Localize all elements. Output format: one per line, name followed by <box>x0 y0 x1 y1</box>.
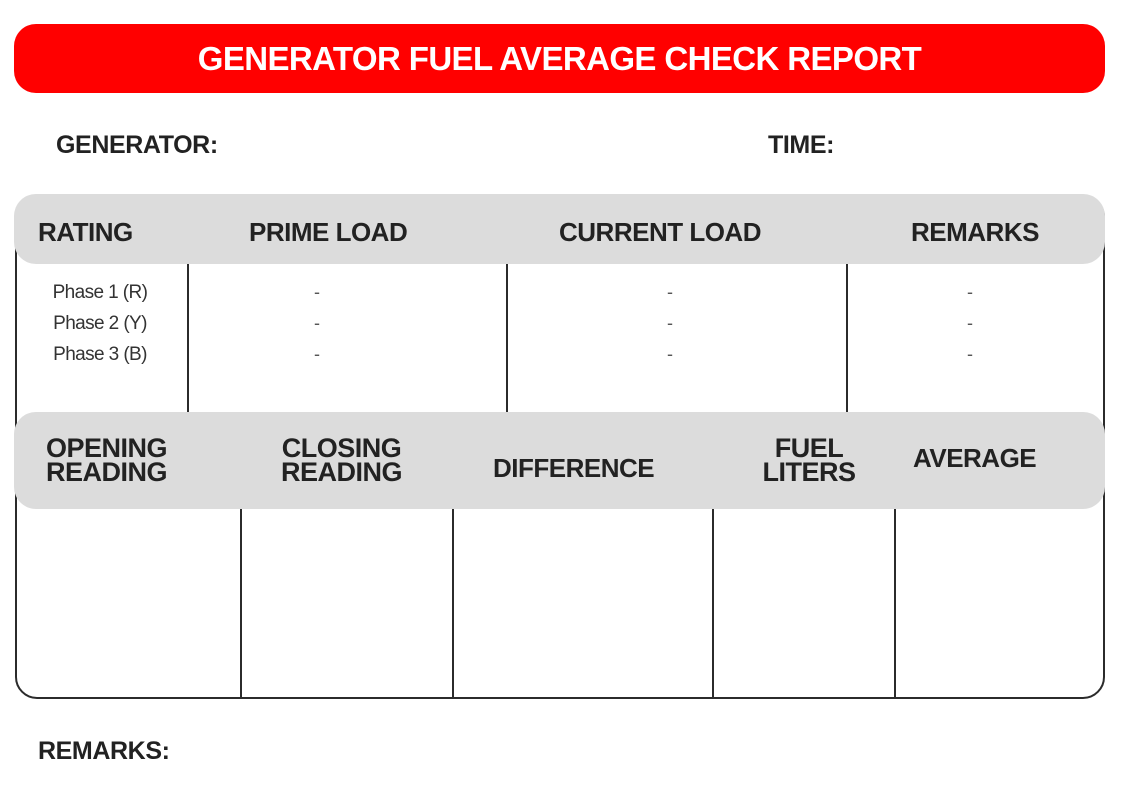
prime-load-phase-1: - <box>314 282 320 302</box>
header-average: AVERAGE <box>913 443 1037 473</box>
report-title: GENERATOR FUEL AVERAGE CHECK REPORT <box>197 39 922 77</box>
current-load-phase-1: - <box>667 282 673 302</box>
phase-1-label: Phase 1 (R) <box>52 282 148 303</box>
current-load-phase-3: - <box>667 344 673 364</box>
header-closing-line2: READING <box>281 457 403 488</box>
reading-header-row <box>14 412 1105 509</box>
divider <box>187 264 189 412</box>
remarks-label: REMARKS: <box>38 737 170 765</box>
header-closing-reading: CLOSING READING <box>281 433 403 488</box>
divider <box>846 264 848 412</box>
current-load-phase-2: - <box>667 313 673 333</box>
header-remarks: REMARKS <box>911 217 1039 247</box>
header-opening-line2: READING <box>46 457 168 488</box>
header-opening-line1: OPENING <box>46 433 168 463</box>
divider <box>894 509 896 697</box>
header-fuel-line2: LITERS <box>762 457 856 488</box>
remarks-phase-3: - <box>967 344 973 364</box>
phase-list: Phase 1 (R) Phase 2 (Y) Phase 3 (B) <box>30 277 170 370</box>
header-prime-load: PRIME LOAD <box>249 217 408 247</box>
time-label: TIME: <box>768 131 835 159</box>
header-difference: DIFFERENCE <box>493 453 655 483</box>
divider <box>452 509 454 697</box>
header-rating: RATING <box>38 217 133 247</box>
header-closing-line1: CLOSING <box>281 433 402 463</box>
prime-load-phase-2: - <box>314 313 320 333</box>
header-fuel-line1: FUEL <box>774 433 844 463</box>
remarks-phase-2: - <box>967 313 973 333</box>
title-banner: GENERATOR FUEL AVERAGE CHECK REPORT <box>14 24 1105 93</box>
header-fuel-liters: FUEL LITERS <box>759 433 859 488</box>
divider <box>240 509 242 697</box>
remarks-phase-1: - <box>967 282 973 302</box>
header-opening-reading: OPENING READING <box>46 433 168 488</box>
phase-2-label: Phase 2 (Y) <box>53 313 147 334</box>
phase-3-label: Phase 3 (B) <box>53 344 147 365</box>
divider <box>712 509 714 697</box>
generator-label: GENERATOR: <box>56 131 218 159</box>
prime-load-phase-3: - <box>314 344 320 364</box>
load-header-row <box>14 194 1105 264</box>
header-current-load: CURRENT LOAD <box>559 217 762 247</box>
divider <box>506 264 508 412</box>
